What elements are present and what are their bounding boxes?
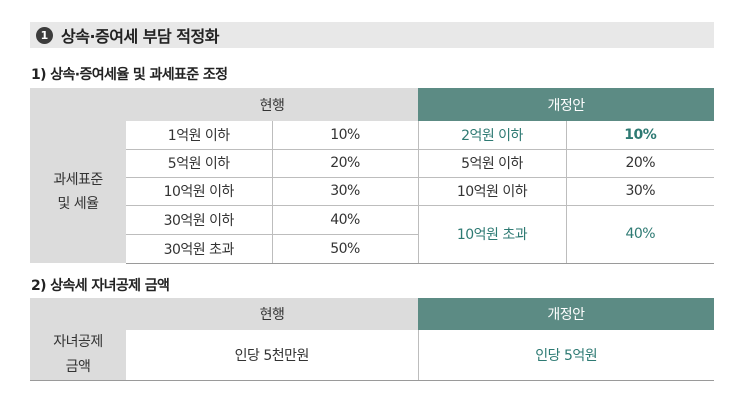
- proposed-rate-cell: 10%: [565, 121, 715, 150]
- current-rate-cell: 10%: [271, 121, 419, 150]
- proposed-base-cell: 2억원 이하: [417, 121, 567, 150]
- page-title: 상속·증여세 부담 적정화: [61, 27, 219, 46]
- tax-rate-table: 현행 개정안 과세표준 및 세율 1억원 이하 10% 2억원 이하 10% 5…: [30, 88, 715, 264]
- header-empty-cell: [30, 298, 126, 330]
- child-deduction-table: 현행 개정안 자녀공제 금액 인당 5천만원 인당 5억원: [30, 298, 714, 381]
- section-title-bar: 1 상속·증여세 부담 적정화: [30, 22, 714, 48]
- current-base-cell: 10억원 이하: [126, 177, 272, 206]
- current-deduction-value: 인당 5천만원: [126, 330, 418, 381]
- proposed-base-cell: 10억원 초과: [417, 205, 567, 264]
- proposed-base-cell: 5억원 이하: [417, 149, 567, 178]
- number-badge: 1: [36, 26, 53, 44]
- section1-title: 1) 상속·증여세율 및 과세표준 조정: [31, 67, 228, 83]
- current-rate-cell: 30%: [271, 177, 419, 206]
- row-header-tax-base: 과세표준 및 세율: [30, 121, 126, 263]
- proposed-base-cell: 10억원 이하: [417, 177, 567, 206]
- current-base-cell: 30억원 이하: [126, 205, 272, 235]
- row-header-line: 및 세율: [57, 196, 99, 212]
- header-empty-cell: [30, 88, 126, 121]
- row-header-line: 자녀공제: [53, 334, 103, 351]
- row-header-deduction: 자녀공제 금액: [30, 330, 126, 381]
- current-rate-cell: 50%: [271, 234, 419, 264]
- proposed-rate-cell: 20%: [565, 149, 715, 178]
- current-rate-cell: 40%: [271, 205, 419, 235]
- proposed-rate-cell: 40%: [565, 205, 715, 264]
- proposed-rate-cell: 30%: [565, 177, 715, 206]
- row-header-line: 금액: [65, 358, 91, 375]
- current-base-cell: 1억원 이하: [126, 121, 272, 150]
- section2-title: 2) 상속세 자녀공제 금액: [31, 278, 170, 294]
- current-base-cell: 5억원 이하: [126, 149, 272, 178]
- current-rate-cell: 20%: [271, 149, 419, 178]
- header-current: 현행: [126, 88, 419, 121]
- header-current: 현행: [126, 298, 418, 330]
- header-proposed: 개정안: [418, 88, 715, 121]
- current-base-cell: 30억원 초과: [126, 234, 272, 264]
- header-proposed: 개정안: [418, 298, 714, 330]
- proposed-deduction-value: 인당 5억원: [417, 330, 714, 381]
- row-header-line: 과세표준: [53, 171, 103, 188]
